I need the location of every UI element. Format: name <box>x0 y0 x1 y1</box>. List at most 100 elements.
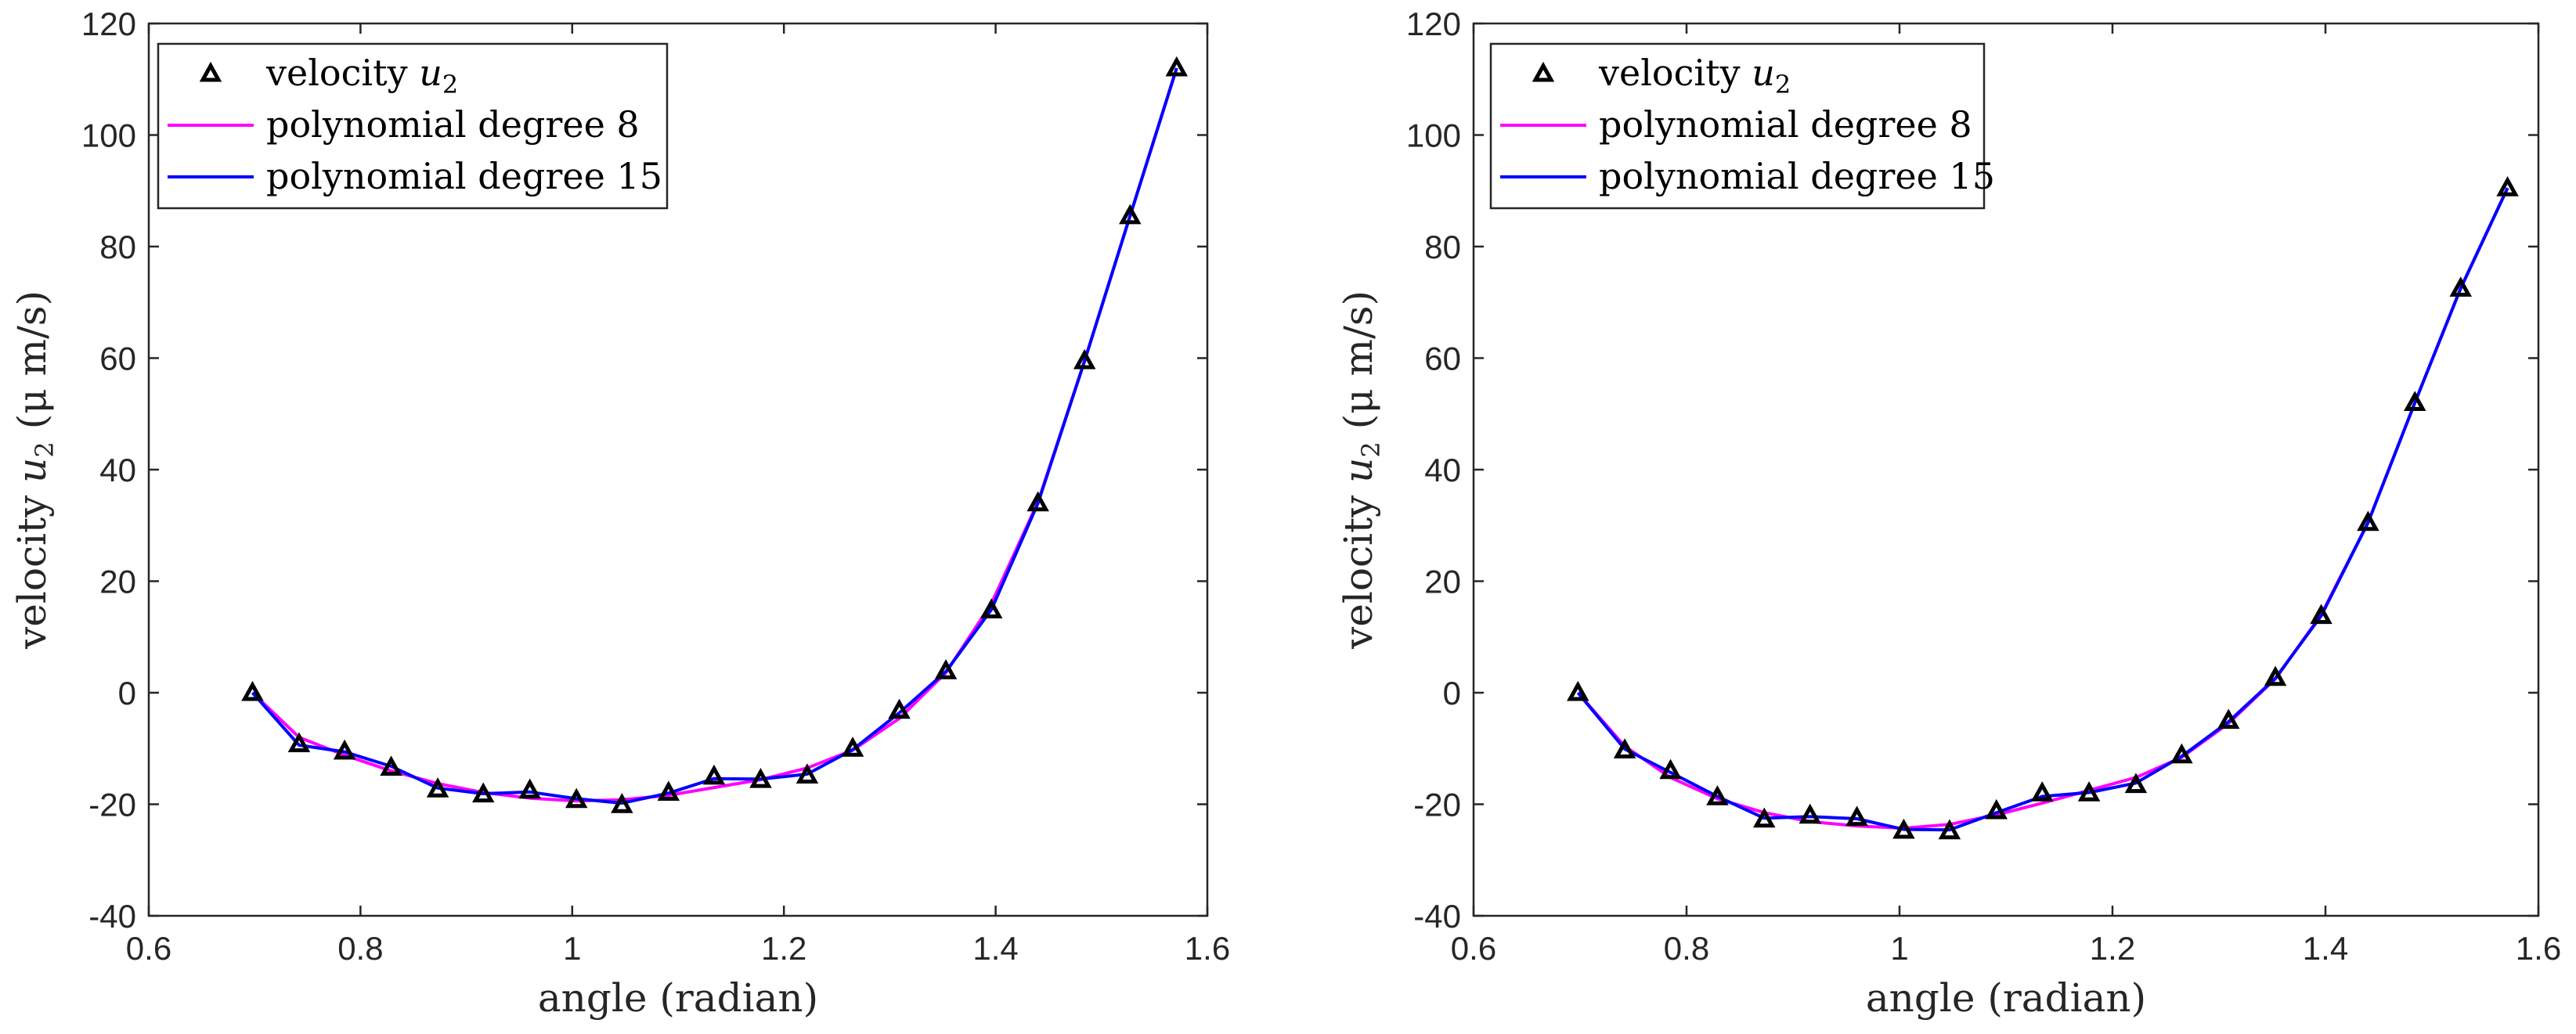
y-tick-label: 120 <box>81 5 136 42</box>
y-tick-label: -20 <box>1413 787 1461 823</box>
data-point-marker <box>565 787 588 809</box>
data-point-marker <box>1799 803 1822 824</box>
legend-marker-icon <box>1532 61 1555 82</box>
data-point-marker <box>888 698 911 719</box>
data-point-marker <box>1613 738 1636 758</box>
data-point-marker <box>796 763 819 784</box>
text-prefix: velocity <box>1598 52 1752 94</box>
math-subscript: 2 <box>1775 70 1791 99</box>
data-point-marker <box>2124 773 2148 794</box>
y-tick-label: 120 <box>1406 5 1461 42</box>
text-prefix: polynomial degree 8 <box>266 103 640 146</box>
x-tick-label: 0.6 <box>1451 930 1496 967</box>
x-tick-label: 0.8 <box>337 930 383 967</box>
y-tick-label: 0 <box>118 675 136 712</box>
series-line-poly15 <box>251 67 1178 805</box>
math-subscript: 2 <box>1356 441 1386 457</box>
series-line-poly15 <box>1576 187 2509 832</box>
data-point-marker <box>749 768 772 788</box>
data-point-marker <box>702 764 726 785</box>
legend-entry-label: polynomial degree 8 <box>266 103 640 146</box>
data-point-marker <box>1165 56 1189 77</box>
math-variable: u <box>1336 458 1381 483</box>
y-tick-label: 20 <box>1424 564 1461 600</box>
y-tick-label: 60 <box>1424 340 1461 377</box>
data-point-marker <box>426 777 449 798</box>
x-tick-label: 1.4 <box>972 930 1018 967</box>
y-tick-label: -40 <box>1413 898 1461 935</box>
x-tick-label: 1.2 <box>761 930 806 967</box>
data-point-marker <box>287 732 311 753</box>
right-chart-panel: 0.6 0.8 1 1.2 1.4 1.6 -40 -20 0 20 40 60 80 100 120 ang… <box>1336 5 2561 1021</box>
x-tick-label: 1 <box>563 930 581 967</box>
legend-entry-label: velocity u2 <box>265 52 458 99</box>
data-point-marker <box>2449 276 2472 297</box>
text-prefix: polynomial degree 15 <box>266 155 662 197</box>
data-point-marker <box>333 739 356 760</box>
data-point-marker <box>1845 805 1868 827</box>
data-point-marker <box>2170 743 2193 764</box>
y-tick-label: 40 <box>1424 452 1461 488</box>
data-point-marker <box>1706 785 1729 805</box>
math-subscript: 2 <box>30 441 60 457</box>
y-tick-label: 40 <box>99 452 136 488</box>
data-point-marker <box>1985 798 2008 820</box>
y-tick-label: 80 <box>1424 229 1461 265</box>
data-point-marker <box>1026 491 1049 512</box>
text-prefix: polynomial degree 8 <box>1599 103 1972 146</box>
legend-entry-label: polynomial degree 8 <box>1599 103 1972 146</box>
y-tick-label: 80 <box>99 229 136 265</box>
series-line-poly8 <box>1576 187 2509 830</box>
data-point-marker <box>1119 204 1142 225</box>
x-tick-label: 0.8 <box>1664 930 1709 967</box>
y-tick-label: 20 <box>99 564 136 600</box>
data-point-marker <box>380 755 402 776</box>
y-tick-label: 100 <box>1406 117 1461 154</box>
x-tick-label: 1 <box>1890 930 1908 967</box>
data-point-marker <box>1938 819 1961 840</box>
x-tick-label: 1.2 <box>2090 930 2135 967</box>
data-point-marker <box>1753 807 1776 828</box>
x-axis-label: angle (radian) <box>1866 975 2146 1021</box>
data-point-marker <box>2217 708 2240 730</box>
legend-marker-icon <box>199 61 222 82</box>
y-axis-label: velocity u2 (μ m/s) <box>1336 290 1386 650</box>
data-point-marker <box>2357 510 2379 531</box>
math-variable: u <box>419 52 442 94</box>
data-point-marker <box>934 659 958 679</box>
text-prefix: velocity <box>265 52 419 94</box>
data-point-marker <box>1073 348 1096 369</box>
data-point-marker <box>2310 603 2332 625</box>
text-suffix: (μ m/s) <box>9 290 55 441</box>
x-tick-label: 0.6 <box>126 930 171 967</box>
data-point-marker <box>2077 781 2101 802</box>
data-point-marker <box>657 780 680 802</box>
y-tick-label: 60 <box>99 340 136 377</box>
data-point-marker <box>1659 758 1682 780</box>
legend-entry-label: velocity u2 <box>1598 52 1791 99</box>
data-point-marker <box>518 778 541 799</box>
y-tick-label: 0 <box>1443 675 1461 712</box>
math-subscript: 2 <box>442 70 458 99</box>
legend-entry-label: polynomial degree 15 <box>266 155 662 197</box>
text-suffix: (μ m/s) <box>1336 290 1381 441</box>
y-tick-label: 100 <box>81 117 136 154</box>
data-point-marker <box>241 680 264 701</box>
math-variable: u <box>1752 52 1775 94</box>
text-prefix: velocity <box>9 483 55 650</box>
data-point-marker <box>1892 818 1915 839</box>
text-prefix: velocity <box>1336 483 1381 650</box>
y-tick-label: -20 <box>88 787 136 823</box>
math-variable: u <box>9 458 55 483</box>
data-point-marker <box>2030 781 2054 802</box>
data-point-marker <box>2496 176 2519 196</box>
x-tick-label: 1.4 <box>2303 930 2348 967</box>
data-point-marker <box>2264 665 2287 686</box>
data-point-marker <box>980 598 1003 619</box>
data-point-marker <box>611 793 633 813</box>
data-point-marker <box>2403 391 2426 411</box>
x-axis-label: angle (radian) <box>538 975 818 1021</box>
